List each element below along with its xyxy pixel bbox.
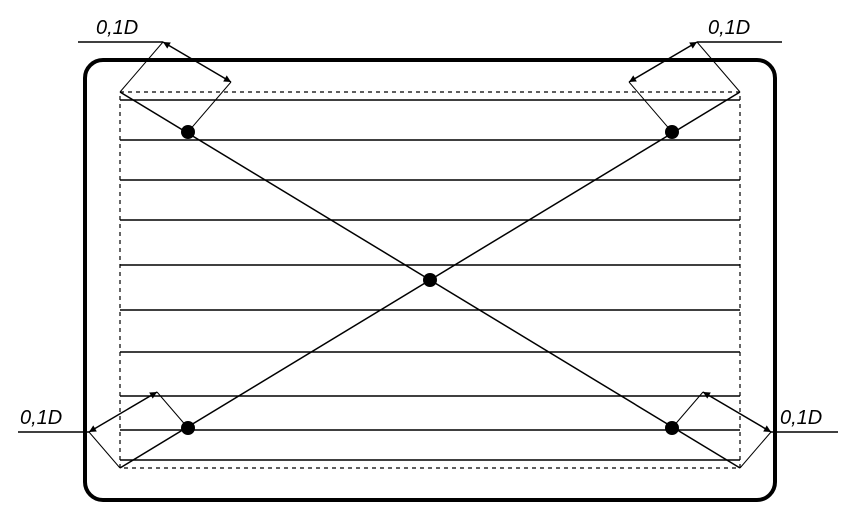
dimension-label: 0,1D [96, 17, 138, 39]
measure-point [665, 125, 679, 139]
measure-point [181, 125, 195, 139]
extension-line [89, 432, 120, 468]
extension-line [629, 82, 672, 132]
dimension-line [703, 392, 771, 432]
dimension-label: 0,1D [20, 407, 62, 429]
technical-diagram: 0,1D 0,1D 0,1D 0,1D [0, 0, 846, 522]
dimension-callout-group: 0,1D 0,1D 0,1D 0,1D [18, 17, 838, 468]
measure-point [665, 421, 679, 435]
dimension-line [89, 392, 157, 432]
extension-line [697, 42, 740, 92]
extension-line [157, 392, 188, 428]
extension-line [188, 82, 231, 132]
measure-point-group [181, 125, 679, 435]
extension-line [672, 392, 703, 428]
dimension-label: 0,1D [780, 407, 822, 429]
extension-line [120, 42, 163, 92]
measure-point [181, 421, 195, 435]
measure-point [423, 273, 437, 287]
extension-line [740, 432, 771, 468]
dimension-label: 0,1D [708, 17, 750, 39]
